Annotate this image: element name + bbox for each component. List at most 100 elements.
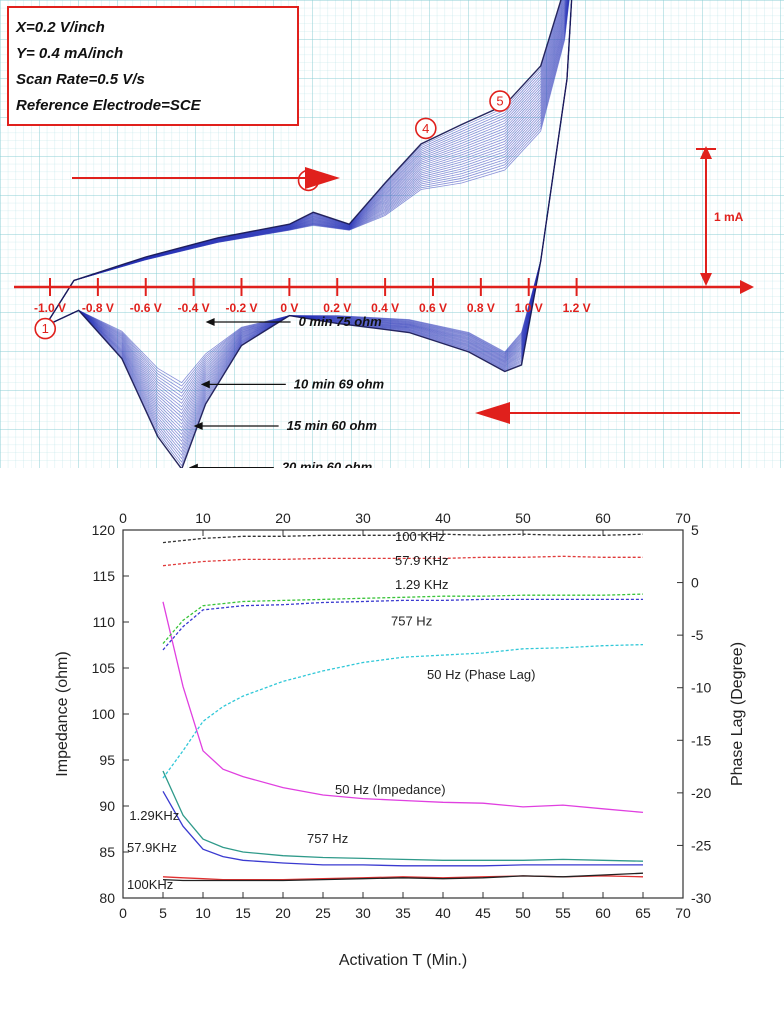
cv-x-tick-label: 0.4 V (371, 301, 399, 315)
cv-marker-label: 4 (422, 121, 429, 136)
x-tick-label: 55 (555, 905, 571, 921)
x-tick-label: 5 (159, 905, 167, 921)
series-label: 57.9 KHz (395, 553, 448, 568)
series-label: 50 Hz (Impedance) (335, 782, 446, 797)
top-tick-label: 20 (275, 510, 291, 526)
series-label: 1.29 KHz (395, 577, 448, 592)
top-tick-label: 10 (195, 510, 211, 526)
series-label: 57.9KHz (127, 840, 177, 855)
x-axis-title: Activation T (Min.) (339, 952, 467, 969)
cv-x-tick-label: -0.6 V (130, 301, 162, 315)
cv-x-tick-label: -0.8 V (82, 301, 114, 315)
cv-x-tick-label: -0.2 V (225, 301, 257, 315)
x-tick-label: 45 (475, 905, 491, 921)
info-line-y-scale: Y= 0.4 mA/inch (16, 45, 123, 62)
y-tick-label: 120 (92, 522, 116, 538)
y-axis-title: Impedance (ohm) (54, 651, 71, 776)
top-tick-label: 40 (435, 510, 451, 526)
y-tick-label: 80 (99, 890, 115, 906)
cv-x-tick-label: 1.0 V (515, 301, 543, 315)
series-label: 100 KHz (395, 529, 445, 544)
y2-tick-label: 5 (691, 522, 699, 538)
y-tick-label: 115 (93, 568, 116, 584)
y-tick-label: 85 (99, 844, 115, 860)
top-tick-label: 70 (675, 510, 691, 526)
chart-series (162, 533, 644, 882)
y-tick-label: 95 (99, 752, 115, 768)
x-tick-label: 0 (119, 905, 127, 921)
x-tick-label: 20 (275, 905, 291, 921)
x-tick-label: 60 (595, 905, 611, 921)
info-line-scan-rate: Scan Rate=0.5 V/s (16, 71, 145, 88)
y2-tick-label: -25 (691, 837, 711, 853)
x-tick-label: 35 (395, 905, 411, 921)
cv-annotation: 0 min 75 ohm (205, 314, 383, 329)
cv-annotation: 15 min 60 ohm (193, 418, 378, 433)
cv-x-tick-label: 0.2 V (323, 301, 351, 315)
x-tick-label: 15 (235, 905, 251, 921)
cv-annotation-text: 15 min 60 ohm (287, 418, 378, 433)
cv-marker-5: 5 (489, 90, 511, 112)
scale-bar-label: 1 mA (714, 210, 744, 224)
series-label: 100KHz (127, 877, 173, 892)
top-tick-label: 30 (355, 510, 371, 526)
cv-marker-4: 4 (415, 117, 437, 140)
cv-x-tick-label: 0 V (280, 301, 298, 315)
cv-x-tick-label: 0.8 V (467, 301, 495, 315)
plot-frame (122, 529, 684, 899)
x-tick-label: 50 (515, 905, 531, 921)
y2-tick-label: -20 (691, 785, 711, 801)
series-line-57-9-khz (162, 555, 643, 567)
top-tick-label: 50 (515, 510, 531, 526)
series-line-757-hz (162, 598, 643, 651)
cv-annotation-text: 0 min 75 ohm (299, 314, 383, 329)
cyclic-voltammogram: -1.0 V -0.8 V -0.6 V -0.4 V -0.2 V 0 V 0.2 V 0.… (0, 0, 784, 500)
impedance-phase-chart: 0 5 10 15 20 25 30 35 40 45 50 55 60 65 70 0 10 20 30 40 50 6… (54, 510, 746, 969)
info-line-reference-electrode: Reference Electrode=SCE (16, 97, 202, 114)
series-line-757-hz (162, 790, 643, 867)
measurement-info-box: X=0.2 V/inch Y= 0.4 mA/inch Scan Rate=0.… (7, 6, 299, 126)
cv-annotation-text: 20 min 60 ohm (281, 460, 373, 468)
series-label: 50 Hz (Phase Lag) (427, 667, 535, 682)
series-line-1-29-khz (162, 593, 644, 645)
series-label: 757 Hz (307, 831, 348, 846)
info-line-x-scale: X=0.2 V/inch (15, 19, 105, 36)
impedance-chart-panel: 0 5 10 15 20 25 30 35 40 45 50 55 60 65 70 0 10 20 30 40 50 6… (0, 468, 784, 1007)
x-tick-label: 70 (675, 905, 691, 921)
y2-tick-label: -10 (691, 680, 711, 696)
cv-annotation: 10 min 69 ohm (200, 376, 385, 391)
cv-axis-arrowhead (740, 280, 754, 294)
forward-scan-arrow (72, 167, 340, 189)
series-line-100khz (162, 872, 644, 882)
series-line-100-khz (162, 533, 644, 544)
top-tick-label: 60 (595, 510, 611, 526)
series-line-1-29khz (162, 770, 644, 862)
cv-x-axis: -1.0 V -0.8 V -0.6 V -0.4 V -0.2 V 0 V 0.2 V 0.… (14, 278, 754, 315)
x-tick-label: 10 (195, 905, 211, 921)
x-tick-label: 25 (315, 905, 331, 921)
current-scale-bar: 1 mA (696, 146, 744, 286)
y-tick-label: 105 (92, 660, 116, 676)
y2-axis-title: Phase Lag (Degree) (729, 642, 746, 786)
series-label: 1.29KHz (129, 808, 179, 823)
y2-tick-label: -15 (691, 732, 711, 748)
x-tick-label: 40 (435, 905, 451, 921)
x-tick-label: 65 (635, 905, 651, 921)
cv-annotations: 0 min 75 ohm 10 min 69 ohm 15 min 60 ohm 20… (188, 314, 385, 475)
series-line-50-hz-phase-lag- (162, 643, 644, 779)
cv-x-tick-label: -1.0 V (34, 301, 66, 315)
cv-x-tick-label: 1.2 V (563, 301, 591, 315)
top-tick-label: 0 (119, 510, 127, 526)
y2-tick-label: -5 (691, 627, 704, 643)
cv-marker-1: 1 (34, 317, 57, 340)
cv-marker-label: 1 (42, 321, 49, 336)
series-line-50-hz-impedance- (162, 601, 644, 814)
y-tick-label: 100 (92, 706, 116, 722)
series-label: 757 Hz (391, 614, 432, 629)
x-tick-label: 30 (355, 905, 371, 921)
cyclic-voltammogram-panel: -1.0 V -0.8 V -0.6 V -0.4 V -0.2 V 0 V 0.2 V 0.… (0, 0, 784, 500)
chart-axes: 0 5 10 15 20 25 30 35 40 45 50 55 60 65 70 0 10 20 30 40 50 6… (92, 510, 712, 921)
y2-tick-label: -30 (691, 890, 711, 906)
y-tick-label: 90 (99, 798, 115, 814)
cv-annotation-text: 10 min 69 ohm (294, 376, 385, 391)
